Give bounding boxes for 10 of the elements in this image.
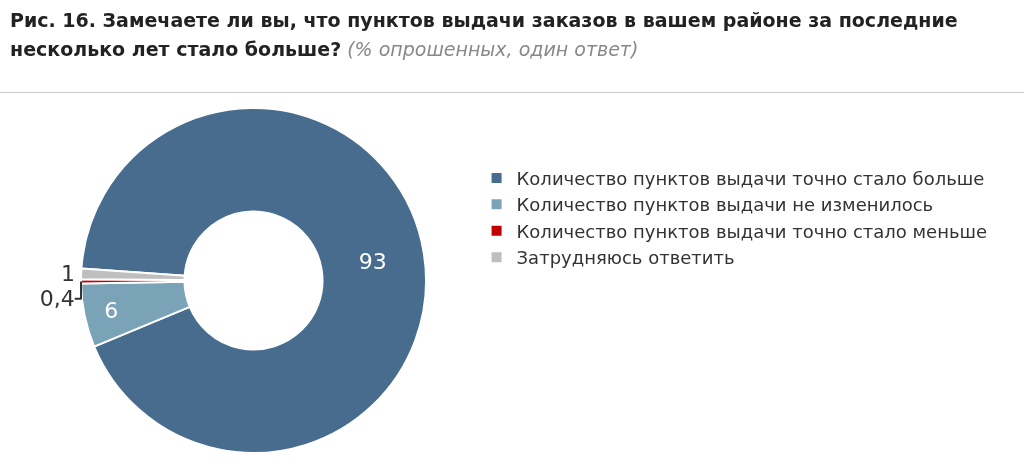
- legend-label: Количество пунктов выдачи не изменилось: [516, 194, 934, 216]
- chart-subtitle: (% опрошенных, один ответ): [346, 38, 639, 60]
- legend-label: Количество пунктов выдачи точно стало меньше: [516, 220, 988, 242]
- data-label: 1: [60, 261, 75, 287]
- data-label: 6: [104, 297, 119, 323]
- legend-label: Количество пунктов выдачи точно стало больше: [516, 167, 985, 189]
- legend-label: Затрудняюсь ответить: [516, 247, 735, 269]
- data-label: 0,4: [39, 286, 75, 312]
- data-label: 93: [358, 248, 387, 274]
- donut-slice: [80, 107, 427, 454]
